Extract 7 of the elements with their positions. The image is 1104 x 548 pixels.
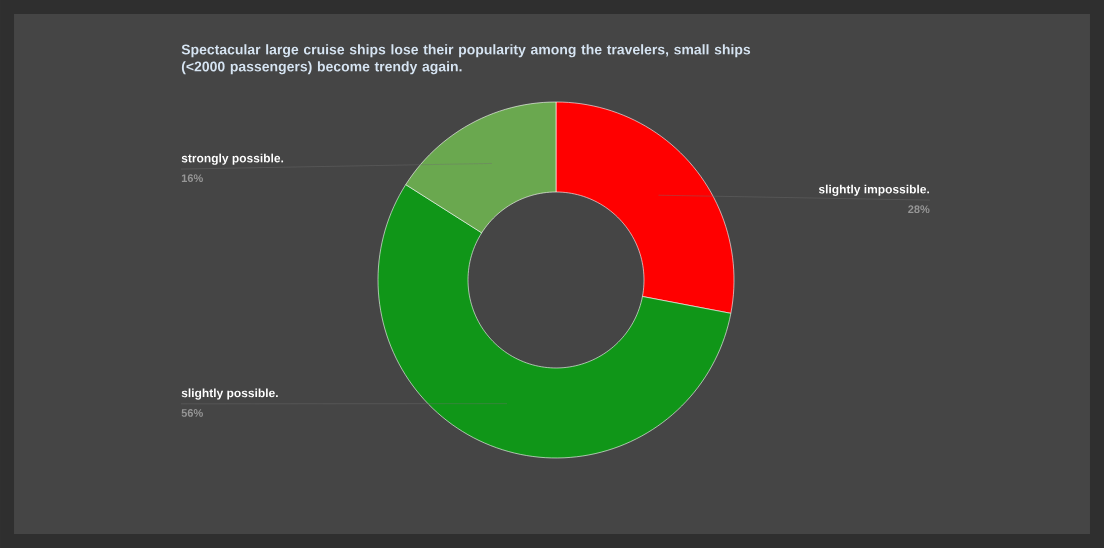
slice-label: slightly impossible.: [818, 184, 929, 196]
chart-title: Spectacular large cruise ships lose their popularity among the travelers, small ships (<2000 passengers) become trendy again.: [181, 44, 751, 75]
slice-label: strongly possible.: [181, 153, 284, 165]
slice-label: slightly possible.: [181, 388, 278, 400]
data-label: 16%: [181, 174, 203, 183]
data-label: 28%: [908, 205, 930, 214]
data-label: 56%: [181, 409, 203, 417]
